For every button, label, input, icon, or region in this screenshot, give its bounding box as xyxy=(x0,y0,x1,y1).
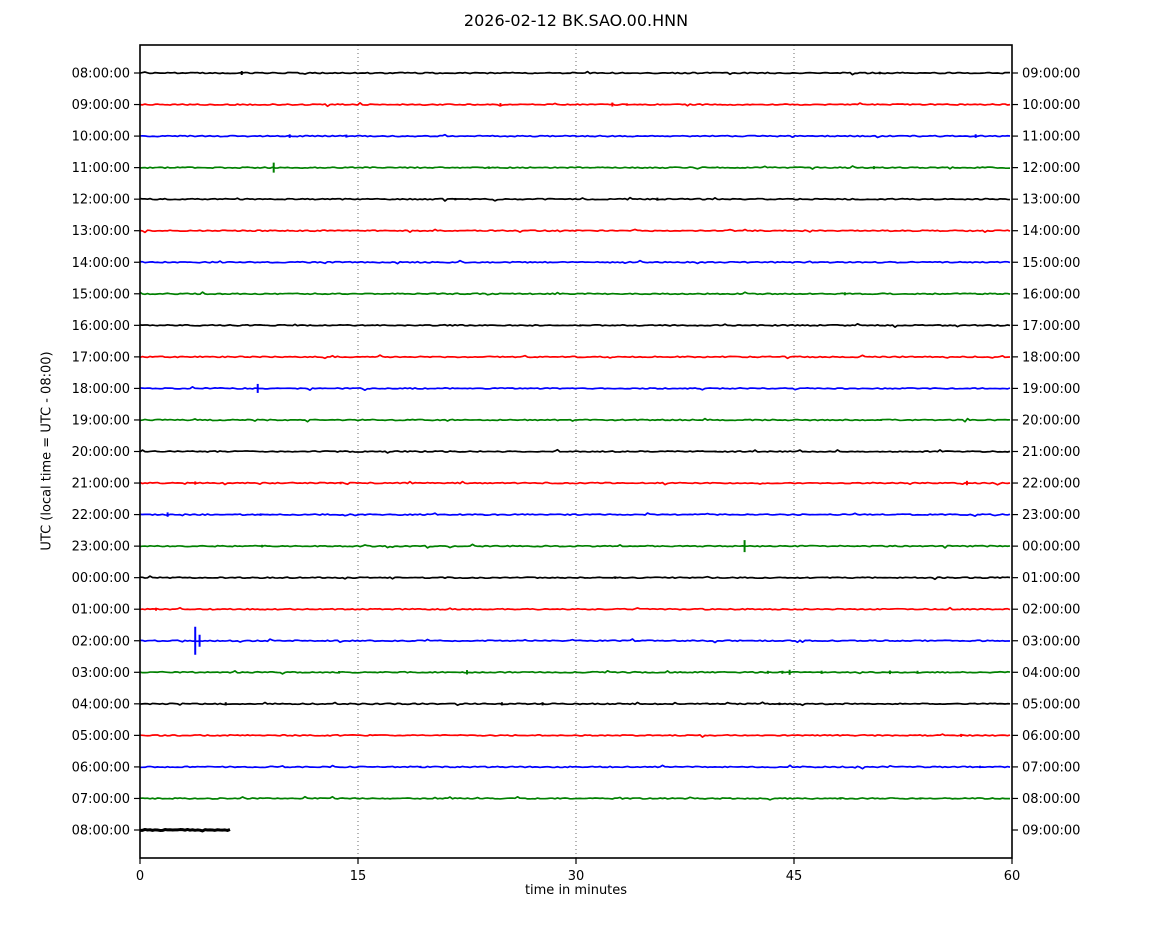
left-tick-label: 12:00:00 xyxy=(72,193,130,208)
trace-row xyxy=(139,228,1011,234)
right-tick-label: 10:00:00 xyxy=(1022,98,1080,113)
trace-row xyxy=(139,638,1011,644)
trace-row xyxy=(139,795,1011,801)
trace-row xyxy=(139,259,1011,265)
right-tick-label: 04:00:00 xyxy=(1022,666,1080,681)
left-tick-label: 19:00:00 xyxy=(72,413,130,428)
right-tick-label: 00:00:00 xyxy=(1022,540,1080,555)
right-tick-label: 23:00:00 xyxy=(1022,508,1080,523)
x-tick-label: 0 xyxy=(136,869,144,884)
right-tick-label: 15:00:00 xyxy=(1022,256,1080,271)
left-tick-label: 18:00:00 xyxy=(72,382,130,397)
trace-row xyxy=(139,764,1011,770)
trace-row xyxy=(139,70,1011,76)
left-tick-label: 06:00:00 xyxy=(72,760,130,775)
trace-row xyxy=(139,575,1011,581)
right-tick-label: 08:00:00 xyxy=(1022,792,1080,807)
right-tick-label: 02:00:00 xyxy=(1022,603,1080,618)
left-tick-label: 09:00:00 xyxy=(72,98,130,113)
right-tick-label: 19:00:00 xyxy=(1022,382,1080,397)
figure-title: 2026-02-12 BK.SAO.00.HNN xyxy=(463,11,689,30)
x-tick-label: 30 xyxy=(568,869,585,884)
x-axis-label: time in minutes xyxy=(524,883,628,898)
right-tick-label: 21:00:00 xyxy=(1022,445,1080,460)
left-tick-label: 17:00:00 xyxy=(72,350,130,365)
left-tick-label: 01:00:00 xyxy=(72,603,130,618)
right-tick-label: 17:00:00 xyxy=(1022,319,1080,334)
x-tick-label: 15 xyxy=(350,869,367,884)
right-tick-label: 09:00:00 xyxy=(1022,824,1080,839)
trace-row xyxy=(139,417,1011,423)
trace-row xyxy=(139,291,1011,296)
left-tick-label: 22:00:00 xyxy=(72,508,130,523)
left-tick-label: 08:00:00 xyxy=(72,67,130,82)
x-tick-label: 60 xyxy=(1004,869,1021,884)
trace-row xyxy=(139,165,1011,170)
trace-row xyxy=(139,669,1011,675)
left-tick-label: 13:00:00 xyxy=(72,224,130,239)
left-tick-label: 05:00:00 xyxy=(72,729,130,744)
left-tick-label: 16:00:00 xyxy=(72,319,130,334)
right-tick-label: 07:00:00 xyxy=(1022,760,1080,775)
right-tick-label: 20:00:00 xyxy=(1022,413,1080,428)
trace-row xyxy=(139,322,1011,328)
left-tick-label: 23:00:00 xyxy=(72,540,130,555)
right-tick-label: 09:00:00 xyxy=(1022,67,1080,82)
left-tick-label: 15:00:00 xyxy=(72,287,130,302)
right-tick-label: 01:00:00 xyxy=(1022,571,1080,586)
trace-row xyxy=(139,354,1011,360)
trace-row xyxy=(139,733,1011,738)
left-tick-label: 20:00:00 xyxy=(72,445,130,460)
left-tick-label: 08:00:00 xyxy=(72,824,130,839)
trace-row xyxy=(139,827,231,833)
left-tick-label: 04:00:00 xyxy=(72,697,130,712)
trace-row xyxy=(139,101,1011,108)
left-tick-label: 02:00:00 xyxy=(72,634,130,649)
left-tick-label: 10:00:00 xyxy=(72,130,130,145)
trace-row xyxy=(139,606,1011,611)
left-tick-label: 21:00:00 xyxy=(72,477,130,492)
right-tick-label: 05:00:00 xyxy=(1022,697,1080,712)
trace-row xyxy=(139,196,1011,202)
right-tick-label: 14:00:00 xyxy=(1022,224,1080,239)
trace-row xyxy=(139,448,1011,454)
trace-row xyxy=(139,512,1011,517)
x-tick-label: 45 xyxy=(786,869,803,884)
left-tick-label: 07:00:00 xyxy=(72,792,130,807)
trace-row xyxy=(139,385,1011,392)
right-tick-label: 12:00:00 xyxy=(1022,161,1080,176)
right-tick-label: 06:00:00 xyxy=(1022,729,1080,744)
right-tick-label: 11:00:00 xyxy=(1022,130,1080,145)
left-tick-label: 00:00:00 xyxy=(72,571,130,586)
right-tick-label: 16:00:00 xyxy=(1022,287,1080,302)
trace-row xyxy=(139,480,1011,486)
trace-row xyxy=(139,133,1011,139)
trace-row xyxy=(139,701,1011,707)
right-tick-label: 13:00:00 xyxy=(1022,193,1080,208)
right-tick-label: 18:00:00 xyxy=(1022,350,1080,365)
left-tick-label: 14:00:00 xyxy=(72,256,130,271)
right-tick-label: 22:00:00 xyxy=(1022,477,1080,492)
right-tick-label: 03:00:00 xyxy=(1022,634,1080,649)
left-tick-label: 11:00:00 xyxy=(72,161,130,176)
trace-row xyxy=(139,543,1011,549)
left-tick-label: 03:00:00 xyxy=(72,666,130,681)
